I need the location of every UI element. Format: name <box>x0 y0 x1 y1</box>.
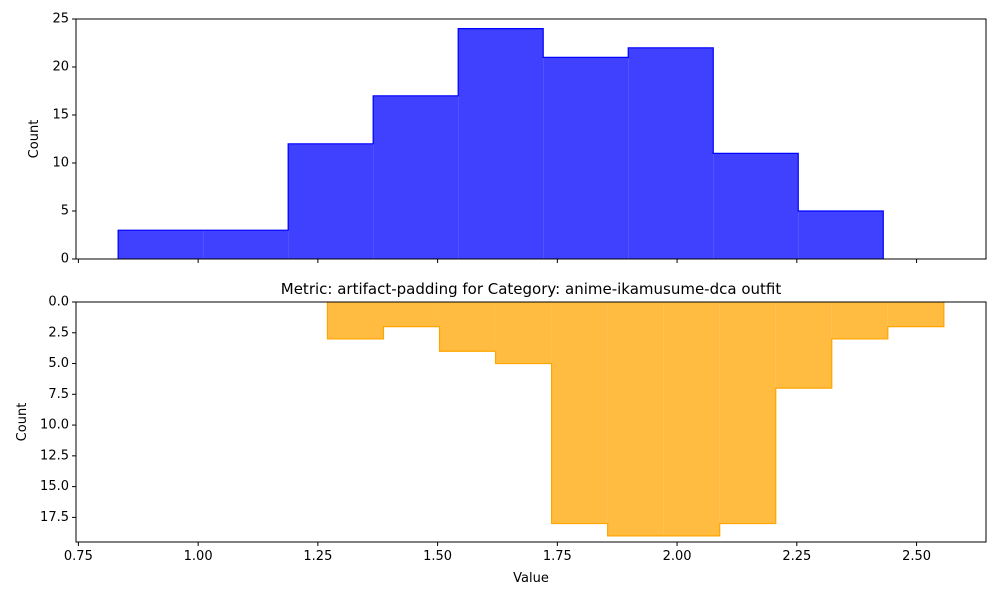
histogram-bar <box>373 95 459 259</box>
bottom-x-ticks: 0.75 1.00 1.25 1.50 1.75 2.00 2.25 2.50 <box>64 542 931 564</box>
histogram-bar <box>663 302 720 536</box>
x-tick-label: 0.75 <box>64 549 93 564</box>
x-tick-label: 2.50 <box>902 549 931 564</box>
histogram-bar <box>831 302 888 339</box>
y-tick-label: 7.5 <box>48 387 69 402</box>
y-tick-label: 0 <box>61 252 69 267</box>
x-tick-label: 1.00 <box>184 549 213 564</box>
y-tick-label: 25 <box>52 12 69 27</box>
histogram-step-outline <box>117 28 884 259</box>
x-tick-label: 2.25 <box>782 549 811 564</box>
bottom-axes-frame <box>75 301 987 543</box>
bottom-chart-title: Metric: artifact-padding for Category: a… <box>281 280 782 298</box>
histogram-bar <box>458 28 544 259</box>
y-tick-label: 10.0 <box>40 418 69 433</box>
x-tick-label: 1.75 <box>543 549 572 564</box>
y-tick-label: 12.5 <box>40 448 69 463</box>
x-tick-label: 1.25 <box>303 549 332 564</box>
histogram-bar <box>628 47 714 259</box>
y-tick-label: 0.0 <box>48 295 69 310</box>
histogram-bar <box>887 302 944 327</box>
x-tick-label: 1.50 <box>423 549 452 564</box>
y-tick-label: 15.0 <box>40 479 69 494</box>
y-tick-label: 15 <box>52 108 69 123</box>
histogram-bar <box>775 302 832 389</box>
bottom-y-ticks: 0.0 2.5 5.0 7.5 10.0 12.5 15.0 17.5 <box>40 295 76 525</box>
histogram-bar <box>203 230 289 259</box>
y-tick-label: 2.5 <box>48 325 69 340</box>
top-histogram-panel: 0 5 10 15 20 25 Count <box>27 12 987 267</box>
histogram-bar <box>551 302 608 524</box>
histogram-bar <box>607 302 664 536</box>
y-tick-label: 17.5 <box>40 510 69 525</box>
bottom-histogram-panel: Metric: artifact-padding for Category: a… <box>15 280 987 586</box>
histogram-step-outline <box>326 302 945 537</box>
histogram-bar <box>719 302 776 524</box>
y-tick-label: 5 <box>61 204 69 219</box>
bottom-x-axis-label: Value <box>513 571 549 586</box>
histogram-bar <box>713 153 799 259</box>
x-tick-label: 2.00 <box>663 549 692 564</box>
top-histogram-bars <box>117 28 884 260</box>
bottom-y-axis-label: Count <box>15 403 30 442</box>
top-y-axis-label: Count <box>27 120 42 159</box>
histogram-bar <box>118 230 204 259</box>
histogram-bar <box>439 302 496 352</box>
histogram-bar <box>327 302 384 339</box>
histogram-bar <box>495 302 552 364</box>
y-tick-label: 5.0 <box>48 356 69 371</box>
top-y-ticks: 0 5 10 15 20 25 <box>52 12 76 267</box>
histogram-bar <box>383 302 440 327</box>
histogram-bar <box>543 57 629 260</box>
top-axes-frame <box>75 18 987 260</box>
y-tick-label: 10 <box>52 156 69 171</box>
histogram-bar <box>288 143 374 259</box>
bottom-histogram-bars <box>326 302 945 537</box>
y-tick-label: 20 <box>52 60 69 75</box>
histogram-bar <box>798 211 884 259</box>
top-x-ticks <box>77 259 918 263</box>
